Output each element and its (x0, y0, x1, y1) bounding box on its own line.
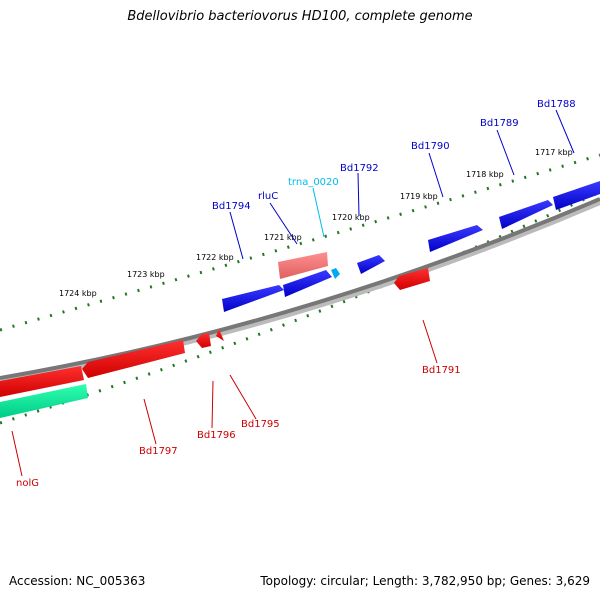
gene-arrow-bd1792[interactable] (357, 255, 385, 274)
gene-arrow-bd1790[interactable] (428, 225, 483, 252)
kbp-label: 1719 kbp (400, 192, 438, 201)
gene-label[interactable]: trna_0020 (288, 177, 339, 188)
gene-arrow-bd1788[interactable] (553, 181, 600, 210)
kbp-label: 1723 kbp (127, 270, 165, 279)
gene-arrow-bd1795[interactable] (216, 329, 224, 341)
gene-label[interactable]: Bd1788 (537, 99, 576, 110)
map-title: Bdellovibrio bacteriovorus HD100, comple… (127, 9, 473, 24)
accession-label: Accession: NC_005363 (9, 574, 146, 588)
gene-arrow-bd1789[interactable] (499, 200, 553, 229)
gene-arrow-nolg[interactable] (0, 366, 84, 397)
gene-label[interactable]: Bd1789 (480, 118, 519, 129)
misc-feature-block[interactable] (0, 384, 88, 418)
rrna-block[interactable] (278, 252, 328, 279)
genome-stats-label: Topology: circular; Length: 3,782,950 bp… (260, 574, 590, 588)
gene-label[interactable]: Bd1792 (340, 163, 379, 174)
gene-arrow-bd1797[interactable] (82, 340, 185, 378)
gene-label[interactable]: Bd1794 (212, 201, 251, 212)
kbp-label: 1724 kbp (59, 289, 97, 298)
reverse-genes (0, 268, 430, 418)
genome-backbone-shadow (0, 199, 600, 384)
gene-labels: Bd1788 Bd1789 Bd1790 Bd1792 trna_0020 rl… (16, 99, 576, 489)
kbp-label: 1721 kbp (264, 233, 302, 242)
gene-label[interactable]: Bd1795 (241, 419, 280, 430)
kbp-label: 1722 kbp (196, 253, 234, 262)
gene-arrow-rluc[interactable] (283, 270, 332, 297)
kbp-label: 1718 kbp (466, 170, 504, 179)
gene-arrow-bd1796[interactable] (196, 333, 211, 348)
gene-label[interactable]: Bd1797 (139, 446, 178, 457)
gene-label[interactable]: Bd1790 (411, 141, 450, 152)
kbp-ruler: 1717 kbp 1718 kbp 1719 kbp 1720 kbp 1721… (59, 148, 573, 298)
gene-arrow-bd1794[interactable] (222, 285, 284, 312)
gene-label[interactable]: Bd1796 (197, 430, 236, 441)
label-leaders (11, 109, 575, 477)
forward-genes (222, 181, 600, 312)
gene-arrow-trna0020[interactable] (331, 268, 340, 279)
gene-arrow-bd1791[interactable] (394, 268, 430, 290)
gene-label[interactable]: nolG (16, 478, 39, 489)
forward-tick-track (0, 153, 600, 332)
gene-label[interactable]: Bd1791 (422, 365, 461, 376)
gene-label[interactable]: rluC (258, 191, 278, 202)
kbp-label: 1717 kbp (535, 148, 573, 157)
kbp-label: 1720 kbp (332, 213, 370, 222)
genome-backbone (0, 197, 600, 380)
